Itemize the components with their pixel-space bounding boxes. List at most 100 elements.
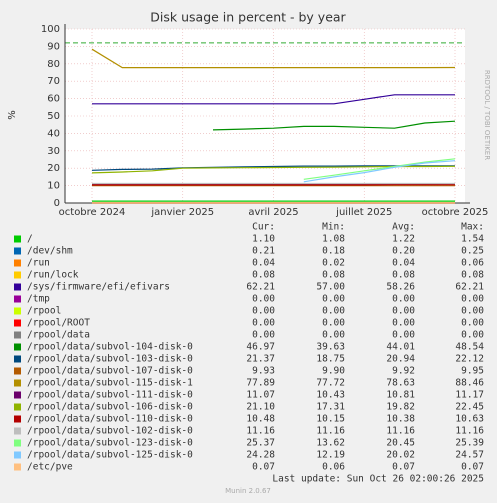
legend-stat: 0.00 xyxy=(322,318,345,329)
legend-stat: 19.82 xyxy=(386,402,415,413)
column-header: Max: xyxy=(461,222,484,233)
legend-label: /rpool/data xyxy=(27,330,90,341)
legend-stat: 0.07 xyxy=(392,462,415,473)
legend-label: /rpool/data/subvol-102-disk-0 xyxy=(27,426,193,437)
legend-swatch xyxy=(14,367,21,375)
y-tick-label: 0 xyxy=(54,198,60,209)
legend-stat: 10.81 xyxy=(386,390,415,401)
legend-stat: 77.72 xyxy=(316,378,345,389)
legend-swatch xyxy=(14,403,21,411)
legend-label: /dev/shm xyxy=(27,246,73,257)
legend-label: /rpool xyxy=(27,306,61,317)
legend-stat: 11.16 xyxy=(246,426,275,437)
legend-stat: 1.22 xyxy=(392,234,415,245)
legend-stat: 17.31 xyxy=(316,402,345,413)
y-tick-label: 20 xyxy=(47,163,60,174)
legend-stat: 22.12 xyxy=(455,354,484,365)
legend-stat: 0.06 xyxy=(322,462,345,473)
y-axis-label: % xyxy=(7,110,18,120)
legend-stat: 25.37 xyxy=(246,438,275,449)
legend-swatch xyxy=(14,391,21,399)
legend-swatch xyxy=(14,355,21,363)
legend-stat: 10.63 xyxy=(455,414,484,425)
y-tick-label: 30 xyxy=(47,146,60,157)
series-line xyxy=(212,120,456,131)
legend-stat: 0.18 xyxy=(322,246,345,257)
legend-stat: 11.16 xyxy=(386,426,415,437)
legend-stat: 1.54 xyxy=(461,234,484,245)
legend-label: /rpool/data/subvol-107-disk-0 xyxy=(27,366,193,377)
legend-stat: 0.20 xyxy=(392,246,415,257)
legend-label: /rpool/data/subvol-110-disk-0 xyxy=(27,414,193,425)
legend-stat: 13.62 xyxy=(316,438,345,449)
legend-swatch xyxy=(14,451,21,459)
legend-stat: 21.10 xyxy=(246,402,275,413)
legend-swatch xyxy=(14,463,21,471)
legend-stat: 62.21 xyxy=(455,282,484,293)
legend-stat: 11.16 xyxy=(316,426,345,437)
legend-stat: 9.93 xyxy=(252,366,275,377)
legend-stat: 9.90 xyxy=(322,366,345,377)
legend-swatch xyxy=(14,415,21,423)
legend-label: / xyxy=(27,234,33,245)
legend-swatch xyxy=(14,295,21,303)
y-tick-label: 70 xyxy=(47,76,60,87)
legend-stat: 0.00 xyxy=(392,318,415,329)
legend-stat: 62.21 xyxy=(246,282,275,293)
series-line xyxy=(303,158,456,180)
legend-stat: 25.39 xyxy=(455,438,484,449)
legend-stat: 24.57 xyxy=(455,450,484,461)
column-header: Avg: xyxy=(392,222,415,233)
legend-stat: 0.04 xyxy=(392,258,415,269)
legend-stat: 22.45 xyxy=(455,402,484,413)
legend-stat: 0.06 xyxy=(461,258,484,269)
legend-stat: 24.28 xyxy=(246,450,275,461)
x-tick-label: octobre 2024 xyxy=(59,207,126,218)
legend-stat: 0.00 xyxy=(252,318,275,329)
legend-stat: 0.00 xyxy=(322,330,345,341)
legend-stat: 10.48 xyxy=(246,414,275,425)
legend-stat: 0.00 xyxy=(392,294,415,305)
legend-swatch xyxy=(14,427,21,435)
legend-stat: 0.00 xyxy=(322,294,345,305)
legend-stat: 0.00 xyxy=(252,294,275,305)
legend-label: /rpool/data/subvol-111-disk-0 xyxy=(27,390,193,401)
legend-stat: 0.07 xyxy=(461,462,484,473)
legend-stat: 0.00 xyxy=(461,318,484,329)
legend-swatch xyxy=(14,307,21,315)
y-tick-label: 40 xyxy=(47,128,60,139)
legend-label: /rpool/data/subvol-115-disk-1 xyxy=(27,378,193,389)
legend-stat: 0.08 xyxy=(392,270,415,281)
series-line xyxy=(303,160,456,183)
legend-swatch xyxy=(14,283,21,291)
legend-stat: 10.38 xyxy=(386,414,415,425)
legend-swatch xyxy=(14,439,21,447)
legend-swatch xyxy=(14,319,21,327)
legend-stat: 0.08 xyxy=(461,270,484,281)
legend-stat: 44.01 xyxy=(386,342,415,353)
y-tick-label: 90 xyxy=(47,41,60,52)
legend-stat: 0.00 xyxy=(392,330,415,341)
y-tick-label: 80 xyxy=(47,59,60,70)
legend-label: /rpool/data/subvol-104-disk-0 xyxy=(27,342,193,353)
legend-stat: 0.07 xyxy=(252,462,275,473)
legend-stat: 11.17 xyxy=(455,390,484,401)
legend-label: /rpool/data/subvol-125-disk-0 xyxy=(27,450,193,461)
legend-stat: 0.00 xyxy=(461,306,484,317)
chart-title: Disk usage in percent - by year xyxy=(150,10,346,25)
legend-stat: 39.63 xyxy=(316,342,345,353)
legend-swatch xyxy=(14,271,21,279)
legend-stat: 11.16 xyxy=(455,426,484,437)
y-tick-label: 100 xyxy=(41,24,60,35)
legend-label: /etc/pve xyxy=(27,462,73,473)
legend-swatch xyxy=(14,247,21,255)
legend-stat: 0.21 xyxy=(252,246,275,257)
legend-stat: 11.07 xyxy=(246,390,275,401)
legend-swatch xyxy=(14,331,21,339)
legend-stat: 58.26 xyxy=(386,282,415,293)
legend-stat: 10.43 xyxy=(316,390,345,401)
legend-stat: 1.08 xyxy=(322,234,345,245)
column-header: Cur: xyxy=(252,222,275,233)
column-header: Min: xyxy=(322,222,345,233)
